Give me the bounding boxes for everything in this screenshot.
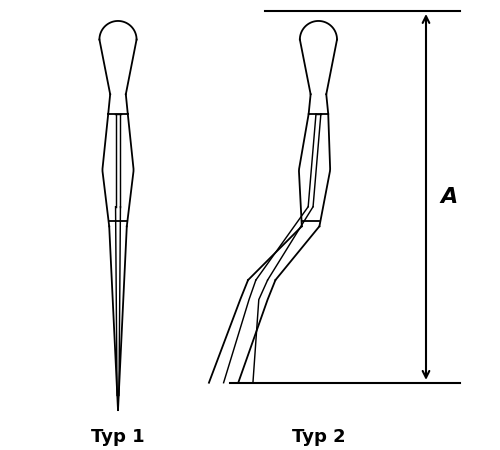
- Text: Typ 1: Typ 1: [91, 428, 145, 446]
- Text: A: A: [440, 187, 458, 207]
- Text: Typ 2: Typ 2: [292, 428, 346, 446]
